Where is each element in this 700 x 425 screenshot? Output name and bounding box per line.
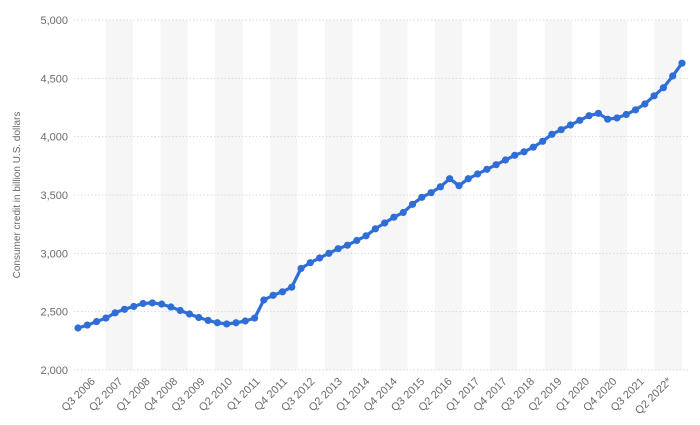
data-point[interactable] — [130, 302, 138, 311]
data-point[interactable] — [557, 126, 565, 134]
data-point[interactable] — [278, 288, 287, 296]
data-point[interactable] — [381, 219, 389, 227]
data-point[interactable] — [436, 183, 444, 191]
data-point[interactable] — [223, 320, 231, 328]
data-point[interactable] — [604, 115, 612, 123]
data-point[interactable] — [613, 114, 621, 122]
data-point[interactable] — [631, 106, 640, 114]
data-point[interactable] — [473, 170, 482, 178]
data-point[interactable] — [427, 189, 435, 197]
data-point[interactable] — [594, 109, 602, 117]
data-point[interactable] — [511, 151, 519, 159]
data-point[interactable] — [501, 156, 510, 164]
data-point[interactable] — [548, 130, 556, 138]
data-point[interactable] — [408, 200, 417, 208]
data-points — [74, 59, 686, 332]
data-point[interactable] — [641, 100, 649, 108]
data-point[interactable] — [139, 299, 147, 308]
data-point[interactable] — [659, 84, 668, 92]
data-point[interactable] — [529, 143, 537, 151]
data-point[interactable] — [334, 245, 342, 253]
data-point[interactable] — [195, 313, 203, 322]
data-point[interactable] — [241, 317, 249, 325]
y-axis-title: Consumer credit in billion U.S. dollars — [12, 112, 23, 279]
y-tick-label: 3,500 — [40, 190, 68, 202]
data-point[interactable] — [539, 137, 547, 145]
data-point[interactable] — [232, 319, 240, 327]
grid-lines — [74, 19, 688, 371]
data-point[interactable] — [250, 314, 259, 322]
data-point[interactable] — [111, 309, 119, 317]
data-point[interactable] — [678, 59, 686, 67]
data-point[interactable] — [102, 314, 110, 322]
data-point[interactable] — [74, 324, 82, 332]
data-point[interactable] — [213, 319, 221, 327]
data-point[interactable] — [269, 291, 277, 299]
data-point[interactable] — [455, 182, 463, 190]
data-point[interactable] — [669, 72, 677, 80]
data-point[interactable] — [418, 193, 426, 201]
data-point[interactable] — [622, 110, 630, 119]
data-point[interactable] — [306, 259, 314, 267]
data-point[interactable] — [492, 161, 500, 169]
data-point[interactable] — [260, 296, 268, 304]
y-tick-label: 2,500 — [40, 307, 68, 319]
data-point[interactable] — [520, 148, 528, 156]
data-point[interactable] — [399, 208, 407, 217]
plot-band — [489, 20, 518, 370]
data-point[interactable] — [464, 175, 472, 183]
data-point[interactable] — [158, 300, 166, 308]
y-tick-label: 4,500 — [40, 73, 68, 85]
data-point[interactable] — [353, 236, 361, 245]
y-tick-label: 4,000 — [40, 132, 68, 144]
data-point[interactable] — [566, 121, 575, 129]
data-point[interactable] — [176, 306, 184, 315]
data-point[interactable] — [576, 116, 584, 124]
y-tick-label: 5,000 — [40, 15, 68, 27]
data-point[interactable] — [83, 321, 91, 329]
data-point[interactable] — [390, 213, 398, 221]
data-point[interactable] — [204, 316, 212, 325]
data-point[interactable] — [483, 165, 491, 173]
data-point[interactable] — [585, 112, 593, 120]
data-point[interactable] — [343, 241, 352, 249]
y-tick-label: 3,000 — [40, 248, 68, 260]
data-point[interactable] — [446, 175, 454, 183]
data-point[interactable] — [316, 254, 324, 262]
data-point[interactable] — [325, 249, 333, 257]
data-point[interactable] — [297, 264, 305, 273]
data-point[interactable] — [92, 317, 101, 326]
data-point[interactable] — [650, 92, 658, 100]
data-point[interactable] — [185, 310, 194, 318]
data-point[interactable] — [362, 232, 370, 240]
data-point[interactable] — [120, 305, 129, 313]
data-point[interactable] — [167, 303, 175, 311]
y-axis-tick-labels: 2,000 2,500 3,000 3,500 4,000 4,500 5,000 — [40, 15, 68, 377]
data-point[interactable] — [288, 283, 296, 291]
data-point[interactable] — [148, 299, 156, 307]
data-point[interactable] — [371, 225, 379, 233]
y-tick-label: 2,000 — [40, 365, 68, 377]
